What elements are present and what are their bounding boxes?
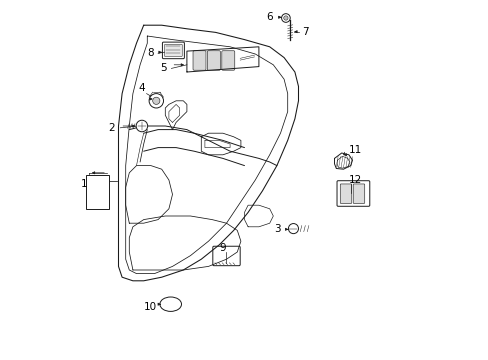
Text: 10: 10: [143, 302, 156, 312]
Bar: [86, 175, 109, 209]
Text: 12: 12: [348, 175, 362, 185]
FancyBboxPatch shape: [222, 51, 234, 70]
Text: 2: 2: [108, 123, 115, 133]
FancyBboxPatch shape: [212, 246, 240, 266]
FancyBboxPatch shape: [164, 44, 182, 57]
FancyBboxPatch shape: [162, 42, 184, 59]
Text: 9: 9: [219, 243, 226, 253]
Text: 7: 7: [302, 27, 308, 37]
Circle shape: [288, 224, 298, 234]
Text: 3: 3: [273, 224, 280, 234]
FancyBboxPatch shape: [340, 184, 351, 203]
Text: 11: 11: [348, 145, 362, 156]
Circle shape: [281, 14, 289, 22]
Text: 1: 1: [81, 179, 88, 189]
Text: 6: 6: [266, 12, 273, 22]
Text: 4: 4: [138, 83, 145, 93]
Text: 5: 5: [160, 63, 167, 73]
Circle shape: [136, 120, 147, 132]
FancyBboxPatch shape: [207, 51, 220, 70]
FancyBboxPatch shape: [336, 181, 369, 206]
Ellipse shape: [160, 297, 181, 311]
Circle shape: [149, 94, 163, 108]
FancyBboxPatch shape: [352, 184, 364, 203]
Text: 8: 8: [147, 48, 153, 58]
Circle shape: [283, 16, 287, 20]
FancyBboxPatch shape: [193, 51, 205, 70]
Circle shape: [152, 97, 160, 104]
